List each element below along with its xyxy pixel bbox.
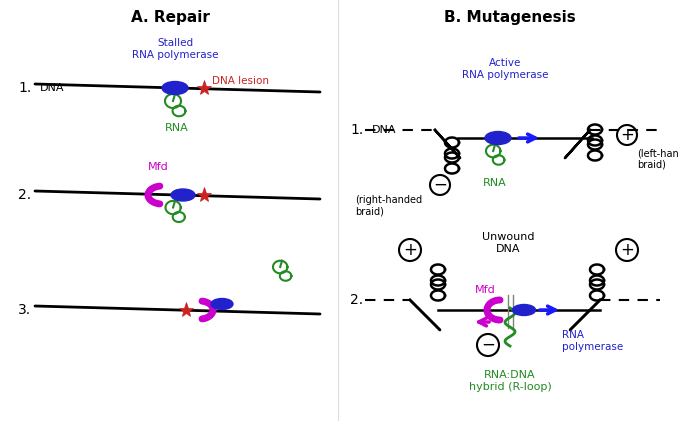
Text: Mfd: Mfd [147,162,168,172]
Text: RNA:DNA
hybrid (R-loop): RNA:DNA hybrid (R-loop) [469,370,551,392]
Text: Mfd: Mfd [475,285,496,295]
Text: (left-handed
braid): (left-handed braid) [637,148,679,170]
Text: 1.: 1. [18,81,31,95]
Text: 3.: 3. [18,303,31,317]
Text: −: − [481,336,495,354]
Text: A. Repair: A. Repair [130,10,209,25]
Ellipse shape [485,131,511,144]
Text: +: + [620,241,634,259]
Text: (right-handed
braid): (right-handed braid) [355,195,422,216]
Text: +: + [403,241,417,259]
Text: Unwound
DNA: Unwound DNA [481,232,534,253]
Text: −: − [433,176,447,194]
Text: RNA
polymerase: RNA polymerase [562,330,623,352]
Ellipse shape [171,189,195,201]
Text: 2.: 2. [18,188,31,202]
Text: RNA: RNA [165,123,189,133]
Text: +: + [620,126,634,144]
Text: Active
RNA polymerase: Active RNA polymerase [462,58,548,80]
Ellipse shape [162,82,188,94]
Text: DNA lesion: DNA lesion [212,76,269,86]
Text: 1.: 1. [350,123,363,137]
Text: RNA: RNA [483,178,507,188]
Ellipse shape [513,304,536,315]
Ellipse shape [211,298,233,309]
Text: B. Mutagenesis: B. Mutagenesis [444,10,576,25]
Text: Stalled
RNA polymerase: Stalled RNA polymerase [132,38,218,60]
Text: 2.: 2. [350,293,363,307]
Text: DNA: DNA [40,83,65,93]
Text: DNA: DNA [372,125,397,135]
